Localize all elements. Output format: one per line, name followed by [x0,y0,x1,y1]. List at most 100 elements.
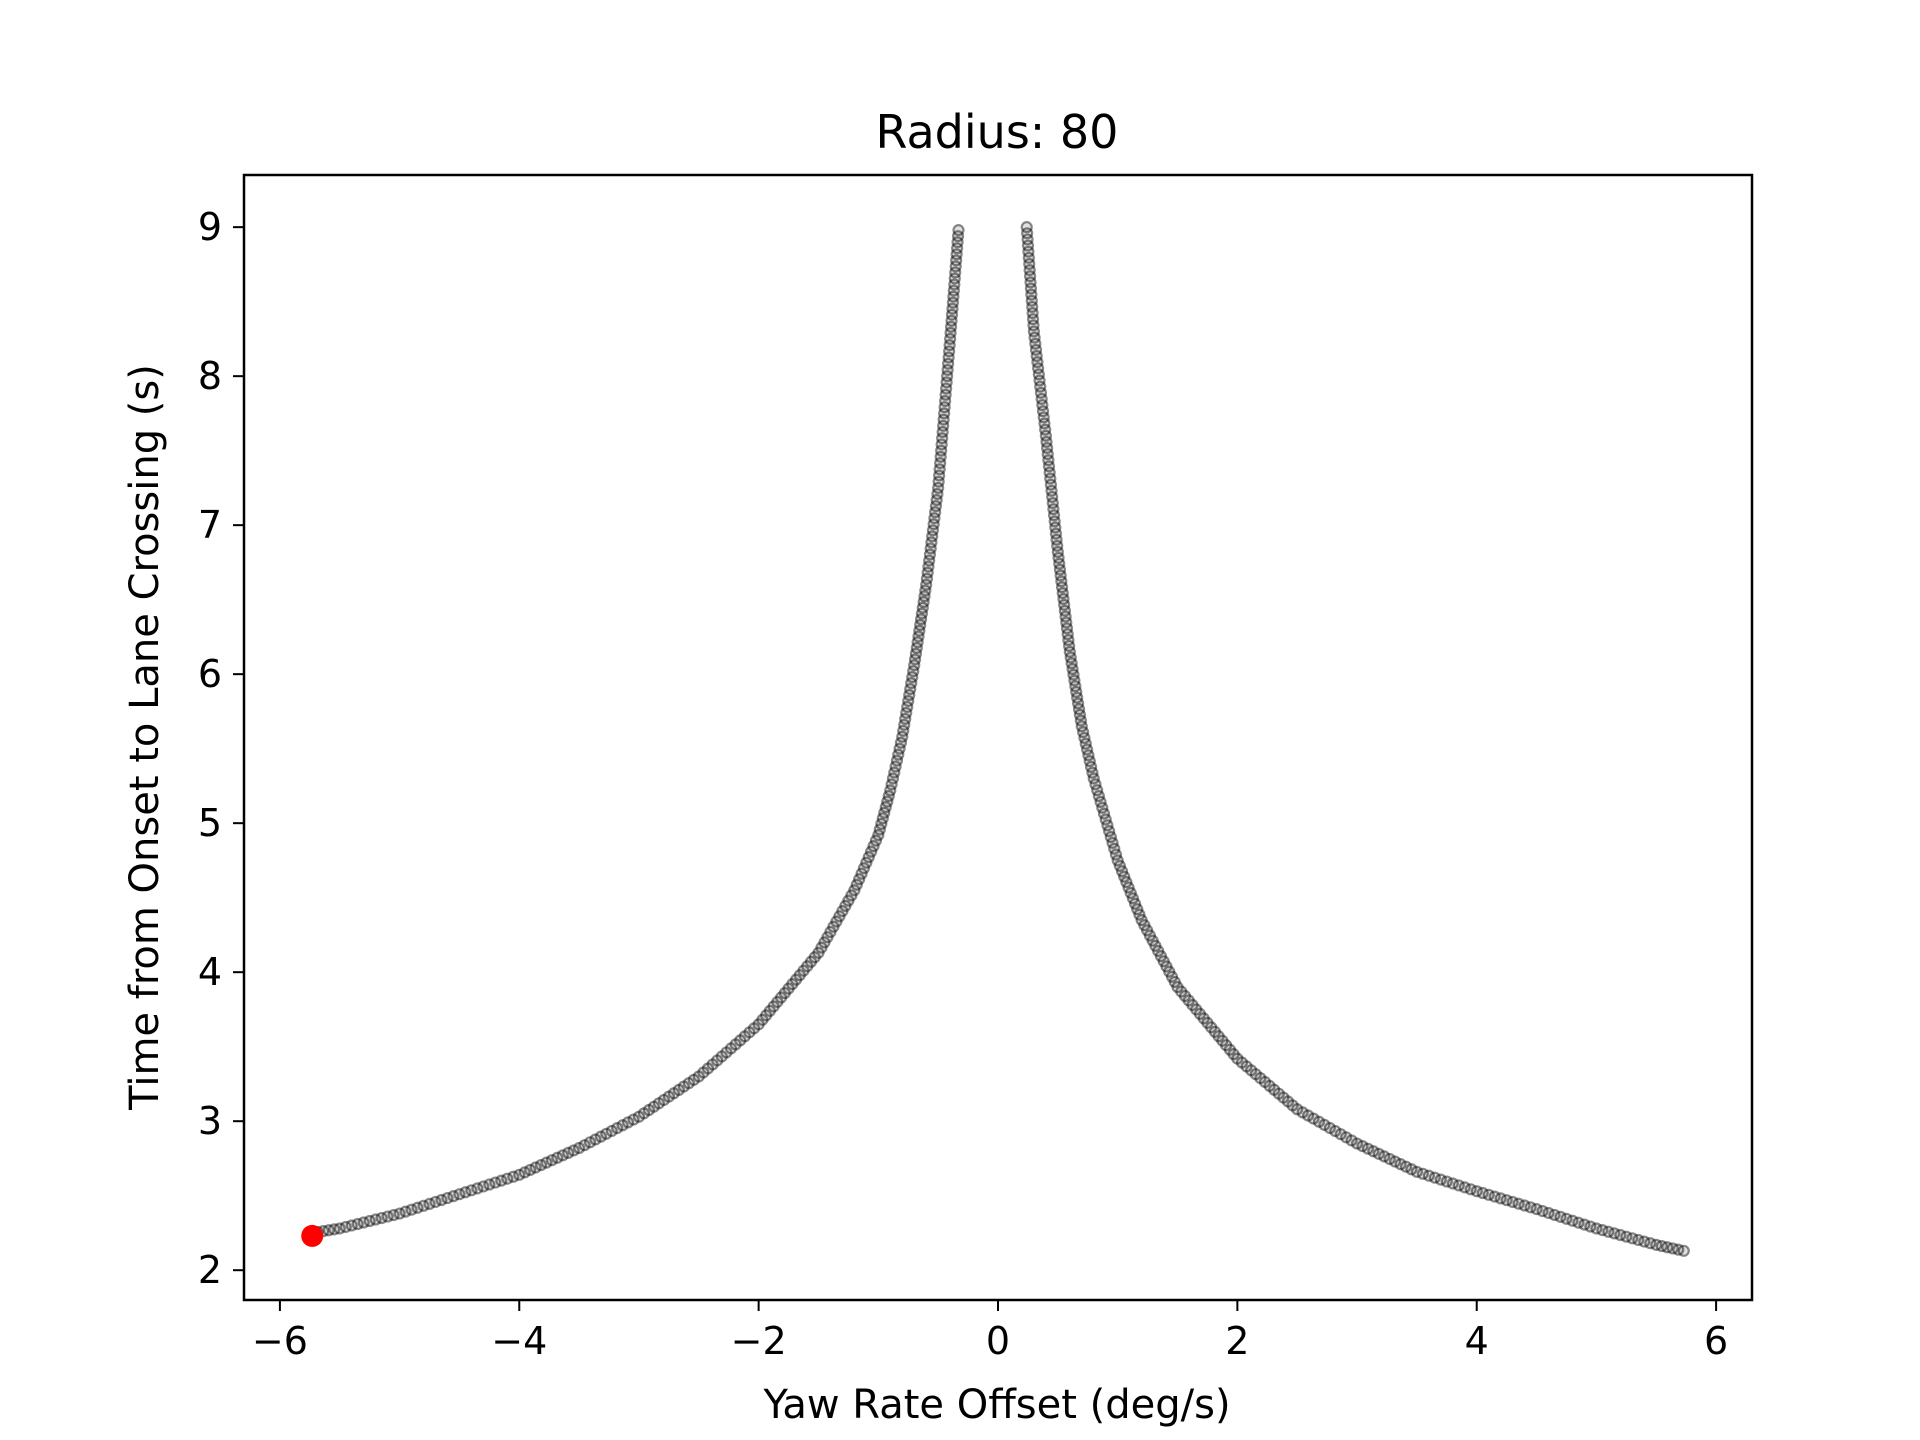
scatter-point [1506,1195,1519,1209]
scatter-point [1023,264,1036,277]
scatter-point [1235,1056,1249,1069]
scatter-point [760,1009,773,1022]
scatter-point [1602,1225,1615,1238]
scatter-point [545,1154,559,1167]
scatter-point [1301,1109,1315,1122]
scatter-point [1033,374,1046,387]
scatter-point [897,724,910,737]
scatter-point [862,851,875,864]
scatter-point [1152,944,1165,958]
scatter-point [1334,1128,1347,1141]
scatter-point [1038,417,1051,430]
scatter-point [1027,319,1040,332]
scatter-point [1626,1232,1639,1245]
scatter-point [1614,1228,1627,1242]
scatter-point [836,904,849,918]
scatter-point [949,260,962,273]
scatter-point [944,320,958,333]
scatter-point [605,1124,618,1138]
scatter-point [1059,610,1072,623]
scatter-point [720,1046,733,1059]
scatter-point [1548,1208,1561,1222]
scatter-point [1350,1137,1364,1150]
scatter-point [885,778,898,791]
scatter-point [909,647,923,660]
scatter-point [950,254,963,267]
scatter-point [1058,598,1071,611]
scatter-point [1052,551,1065,564]
scatter-point [946,296,960,309]
scatter-point [1146,934,1159,947]
scatter-point [1051,545,1064,559]
y-tick-label: 6 [198,652,222,696]
scatter-point [1074,714,1087,727]
scatter-point [642,1103,656,1117]
scatter-point [738,1030,751,1043]
y-tick-label: 5 [198,801,222,845]
y-tick-label: 7 [198,503,222,547]
scatter-point [322,1224,335,1237]
scatter-point [857,862,871,875]
scatter-point [948,278,961,291]
scatter-point [930,493,943,507]
scatter-point [1096,801,1109,814]
scatter-point [1060,622,1074,635]
scatter-point [1165,970,1179,983]
scatter-point [637,1107,651,1120]
scatter-point [662,1090,675,1103]
scatter-point [573,1141,586,1155]
scatter-point [1154,950,1168,963]
scatter-point [1067,668,1080,681]
scatter-point [1050,533,1063,546]
scatter-point [873,823,886,836]
scatter-point [1263,1079,1276,1092]
scatter-point [1039,423,1052,436]
scatter-point [914,618,927,632]
scatter-point [647,1100,661,1113]
scatter-point [1182,994,1195,1007]
scatter-point [1047,509,1061,522]
scatter-point [1037,411,1050,424]
scatter-point [513,1168,526,1181]
scatter-point [756,1013,769,1026]
scatter-point [793,969,806,982]
scatter-point [529,1161,542,1174]
scatter-point [551,1151,564,1164]
scatter-point [411,1201,424,1214]
y-tick-label: 4 [198,950,222,994]
scatter-point [919,584,932,597]
scatter-point [1047,503,1060,516]
scatter-point [893,742,906,755]
scatter-point [524,1163,537,1177]
scatter-point [932,481,945,495]
scatter-point [845,889,858,902]
scatter-point [667,1087,680,1100]
scatter-point [947,290,960,303]
scatter-point [1101,819,1114,832]
scatter-point [589,1133,602,1146]
scatter-point [706,1058,719,1071]
scatter-point [1104,830,1117,844]
scatter-point [865,845,878,858]
scatter-point [848,884,861,897]
scatter-point [1055,581,1069,594]
scatter-point [907,665,920,678]
scatter-point [1596,1224,1609,1237]
scatter-point [1138,919,1151,932]
scatter-point [1023,257,1036,271]
scatter-point [672,1083,685,1097]
scatter-point [600,1127,613,1140]
scatter-point [1029,337,1042,350]
scatter-point [1470,1185,1483,1198]
chart-title: Radius: 80 [876,105,1119,159]
x-tick-label: −6 [252,1319,308,1363]
scatter-point [1049,521,1062,534]
scatter-point [921,566,934,579]
scatter-point [929,506,942,519]
scatter-point [884,784,897,797]
scatter-point [518,1166,531,1179]
scatter-point [1666,1242,1679,1255]
scatter-point [1036,405,1050,418]
scatter-point [1053,557,1066,570]
scatter-point [875,817,888,831]
